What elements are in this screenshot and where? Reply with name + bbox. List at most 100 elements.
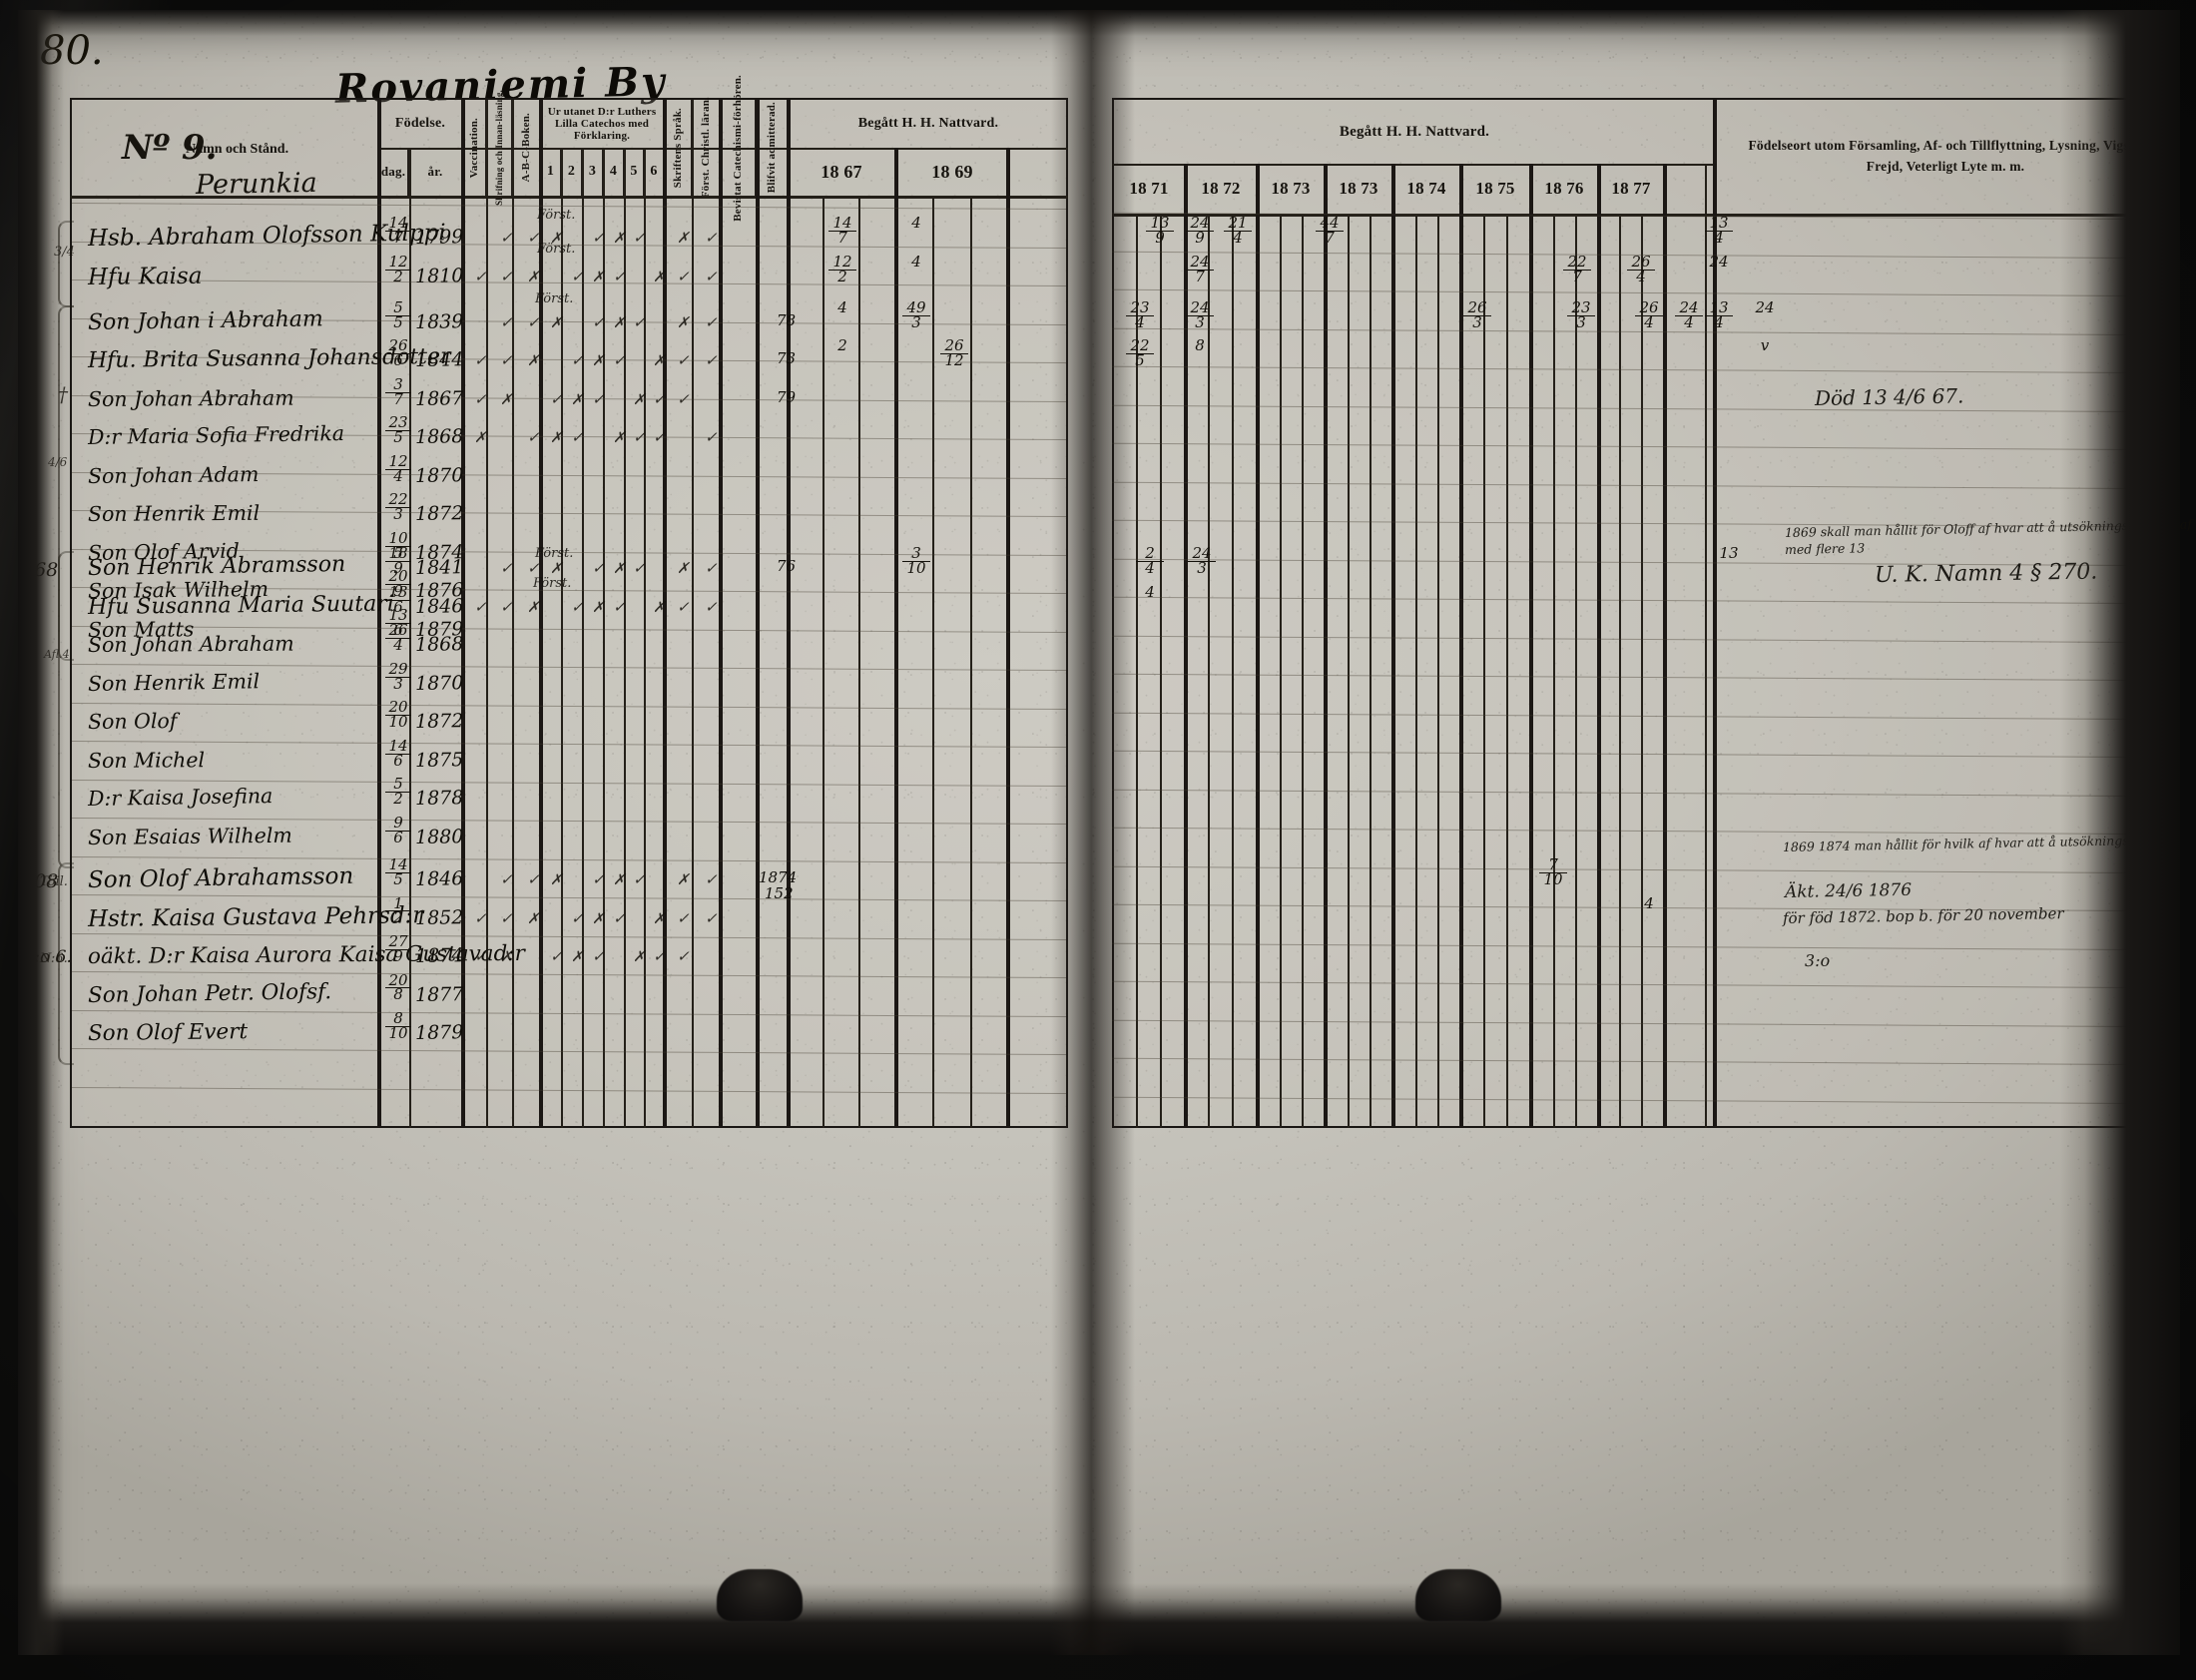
right-col-1875 [1529,164,1533,1128]
checkmark: ✓ [474,908,487,927]
checkmark: ✓ [705,351,718,370]
communion-tally-mark: 4 [911,252,921,271]
left-col-line-abc [539,100,543,1128]
household-side-mark: † [22,312,32,335]
checkmark: ✗ [592,597,605,616]
person-birth-day: 14 6 [385,738,411,769]
note-annotation: med flere 13 [1784,540,1866,557]
left-col-line-attended [756,100,760,1128]
checkmark: ✗ [550,870,563,889]
note-annotation: Död 13 4/6 67. [1814,383,1964,410]
scanned-register-page: 80. Rovaniemi By Nº 9. Namn och Stånd. P… [18,10,2196,1655]
person-birth-year: 1799 [414,226,464,250]
right-col-1874 [1459,164,1463,1128]
checkmark: ✗ [592,351,605,370]
checkmark: ✓ [592,870,605,889]
person-birth-year: 1867 [414,387,464,410]
left-leaf: Rovaniemi By Nº 9. Namn och Stånd. Perun… [18,10,1076,1655]
checkmark: ✓ [474,351,487,370]
person-name: Hstr. Kaisa Gustava Pehrsd:r [87,901,424,932]
checkmark: ✓ [677,908,690,927]
person-birth-day: 10 5 [385,531,411,561]
header-notes-column: Födelseort utom Församling, Af- och Till… [1748,138,2143,174]
checkmark: ✓ [500,229,513,248]
communion-tally-mark: 13 4 [1705,300,1733,330]
checkmark: ✓ [527,559,540,578]
header-communion-blank-left [1008,148,1068,196]
communion-tally-mark: 13 9 [1146,216,1174,246]
person-birth-year: 1878 [414,787,464,811]
household-side-mark: 468 [22,559,59,582]
right-col-1875a [1483,214,1485,1128]
left-col-line-year [461,100,465,1128]
checkmark: ✗ [550,428,563,447]
right-col-1871 [1184,164,1188,1128]
checkmark: ✓ [474,947,487,966]
person-name: Son Johan i Abraham [87,306,323,335]
person-birth-year: 1852 [414,905,464,929]
header-year-blank [1665,164,1715,214]
person-birth-year: 1879 [414,1021,464,1045]
left-col-line-c6 [663,100,667,1128]
checkmark: ✗ [633,947,646,966]
checkmark: ✗ [653,351,666,370]
communion-tally-mark: 8 [1195,336,1205,355]
right-col-1871a [1136,214,1138,1128]
right-header-rule-mid [1112,164,1717,166]
catechism-note: Först. [535,545,574,561]
person-birth-year: 1868 [414,425,464,449]
right-col-notes-left2 [1705,164,1707,1128]
right-col-1877a [1619,214,1621,1128]
left-col-line-admitted [787,100,791,1128]
person-name: Hfu Susanna Maria Suutari [87,591,394,620]
right-col-1873a1 [1280,214,1282,1128]
checkmark: ✓ [571,267,584,285]
checkmark: ✗ [613,870,626,889]
checkmark: ✗ [653,908,666,927]
left-col-line-c1 [561,148,563,1128]
checkmark: ✗ [571,947,584,966]
checkmark: ✓ [592,389,605,408]
checkmark: ✓ [633,870,646,889]
person-name: D:r Maria Sofia Fredrika [87,421,345,450]
communion-tally-mark: 24 3 [1188,546,1216,576]
header-year-1876: 18 76 [1531,164,1599,214]
header-birth: Födelse. [379,100,463,148]
communion-tally-mark: 4 [837,297,847,316]
header-catechism-4: 4 [604,148,625,196]
checkmark: ✗ [613,428,626,447]
checkmark: ✗ [592,908,605,927]
checkmark: ✓ [677,389,690,408]
communion-tally-mark: 49 3 [902,300,930,330]
person-birth-day: 26 6 [385,338,411,368]
catechism-note: Först. [537,207,576,223]
checkmark: ✓ [705,229,718,248]
checkmark: ✓ [653,428,666,447]
page-clamp-right [1415,1569,1501,1621]
checkmark: ✗ [677,559,690,578]
checkmark: ✗ [474,428,487,447]
left-col-line-c4 [624,148,626,1128]
person-birth-day: 13 6 [385,608,411,638]
checkmark: ✓ [500,267,513,285]
note-annotation: 3:o [1804,950,1831,970]
person-birth-day: 26 4 [385,623,411,653]
checkmark: ✓ [633,229,646,248]
header-catechism-2: 2 [562,148,583,196]
checkmark: ✓ [705,597,718,616]
person-name: Son Olof Evert [87,1019,249,1047]
margin-scribble: † [58,382,68,407]
right-col-1873a [1324,164,1328,1128]
household-bracket [58,221,74,308]
person-birth-day: 18 9 [385,546,411,576]
checkmark: ✓ [613,908,626,927]
communion-tally-mark: 7 10 [1539,857,1567,887]
person-birth-year: 1846 [414,867,464,891]
checkmark: ✓ [705,870,718,889]
checkmark: ✓ [527,870,540,889]
checkmark: ✓ [500,351,513,370]
checkmark: ✓ [500,559,513,578]
communion-tally-mark: 22 7 [1563,254,1591,284]
checkmark: ✗ [550,312,563,331]
